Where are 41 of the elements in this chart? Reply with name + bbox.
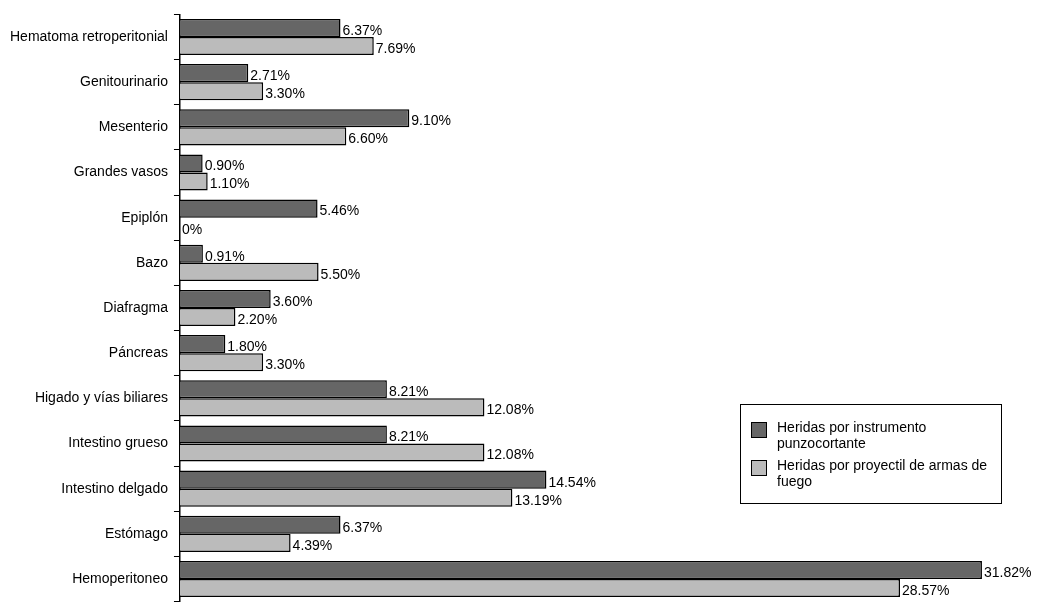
data-label: 6.60%: [348, 130, 388, 147]
data-label: 8.21%: [388, 428, 429, 445]
y-tick-label: Estómago: [104, 524, 169, 541]
data-label: 14.54%: [548, 473, 596, 490]
y-tick-label: Bazo: [136, 253, 169, 270]
data-label: 1.10%: [209, 175, 250, 192]
data-label: 0%: [181, 220, 203, 237]
data-label: 3.30%: [265, 356, 305, 373]
data-label: 4.39%: [292, 536, 333, 553]
data-label: 31.82%: [983, 563, 1032, 580]
data-label: 5.50%: [320, 265, 361, 282]
y-tick-label: Mesenterio: [98, 118, 169, 135]
data-label: 2.20%: [237, 310, 278, 327]
data-label: 7.69%: [375, 39, 416, 56]
data-label: 12.08%: [486, 401, 534, 418]
data-label: 6.37%: [342, 518, 383, 535]
data-label: 5.46%: [319, 202, 360, 219]
y-tick-label: Páncreas: [108, 344, 168, 361]
y-tick-label: Higado y vías biliares: [34, 389, 168, 406]
legend-label: Heridas por proyectil de armas de fuego: [777, 457, 989, 489]
data-label: 28.57%: [902, 581, 950, 598]
data-label: 0.91%: [204, 247, 245, 264]
data-label: 12.08%: [486, 446, 534, 463]
y-tick-label: Intestino delgado: [61, 479, 169, 496]
y-tick-label: Epiplón: [121, 208, 168, 225]
y-tick-label: Genitourinario: [80, 73, 169, 90]
y-tick-label: Hemoperitoneo: [72, 569, 169, 586]
y-tick-label: Intestino grueso: [68, 434, 169, 451]
data-label: 3.60%: [272, 292, 313, 309]
data-label: 0.90%: [204, 157, 245, 174]
y-tick-label: Grandes vasos: [73, 163, 168, 180]
data-label: 2.71%: [250, 66, 290, 83]
data-label: 1.80%: [227, 337, 268, 354]
y-tick-label: Diafragma: [103, 298, 169, 315]
data-label: 9.10%: [411, 112, 452, 129]
y-tick-label: Hematoma retroperitonial: [9, 27, 168, 44]
data-label: 6.37%: [342, 21, 383, 38]
data-label: 3.30%: [265, 85, 305, 102]
data-label: 8.21%: [388, 383, 429, 400]
legend-label: Heridas por instrumento punzocortante: [777, 419, 928, 451]
data-label: 13.19%: [514, 491, 562, 508]
